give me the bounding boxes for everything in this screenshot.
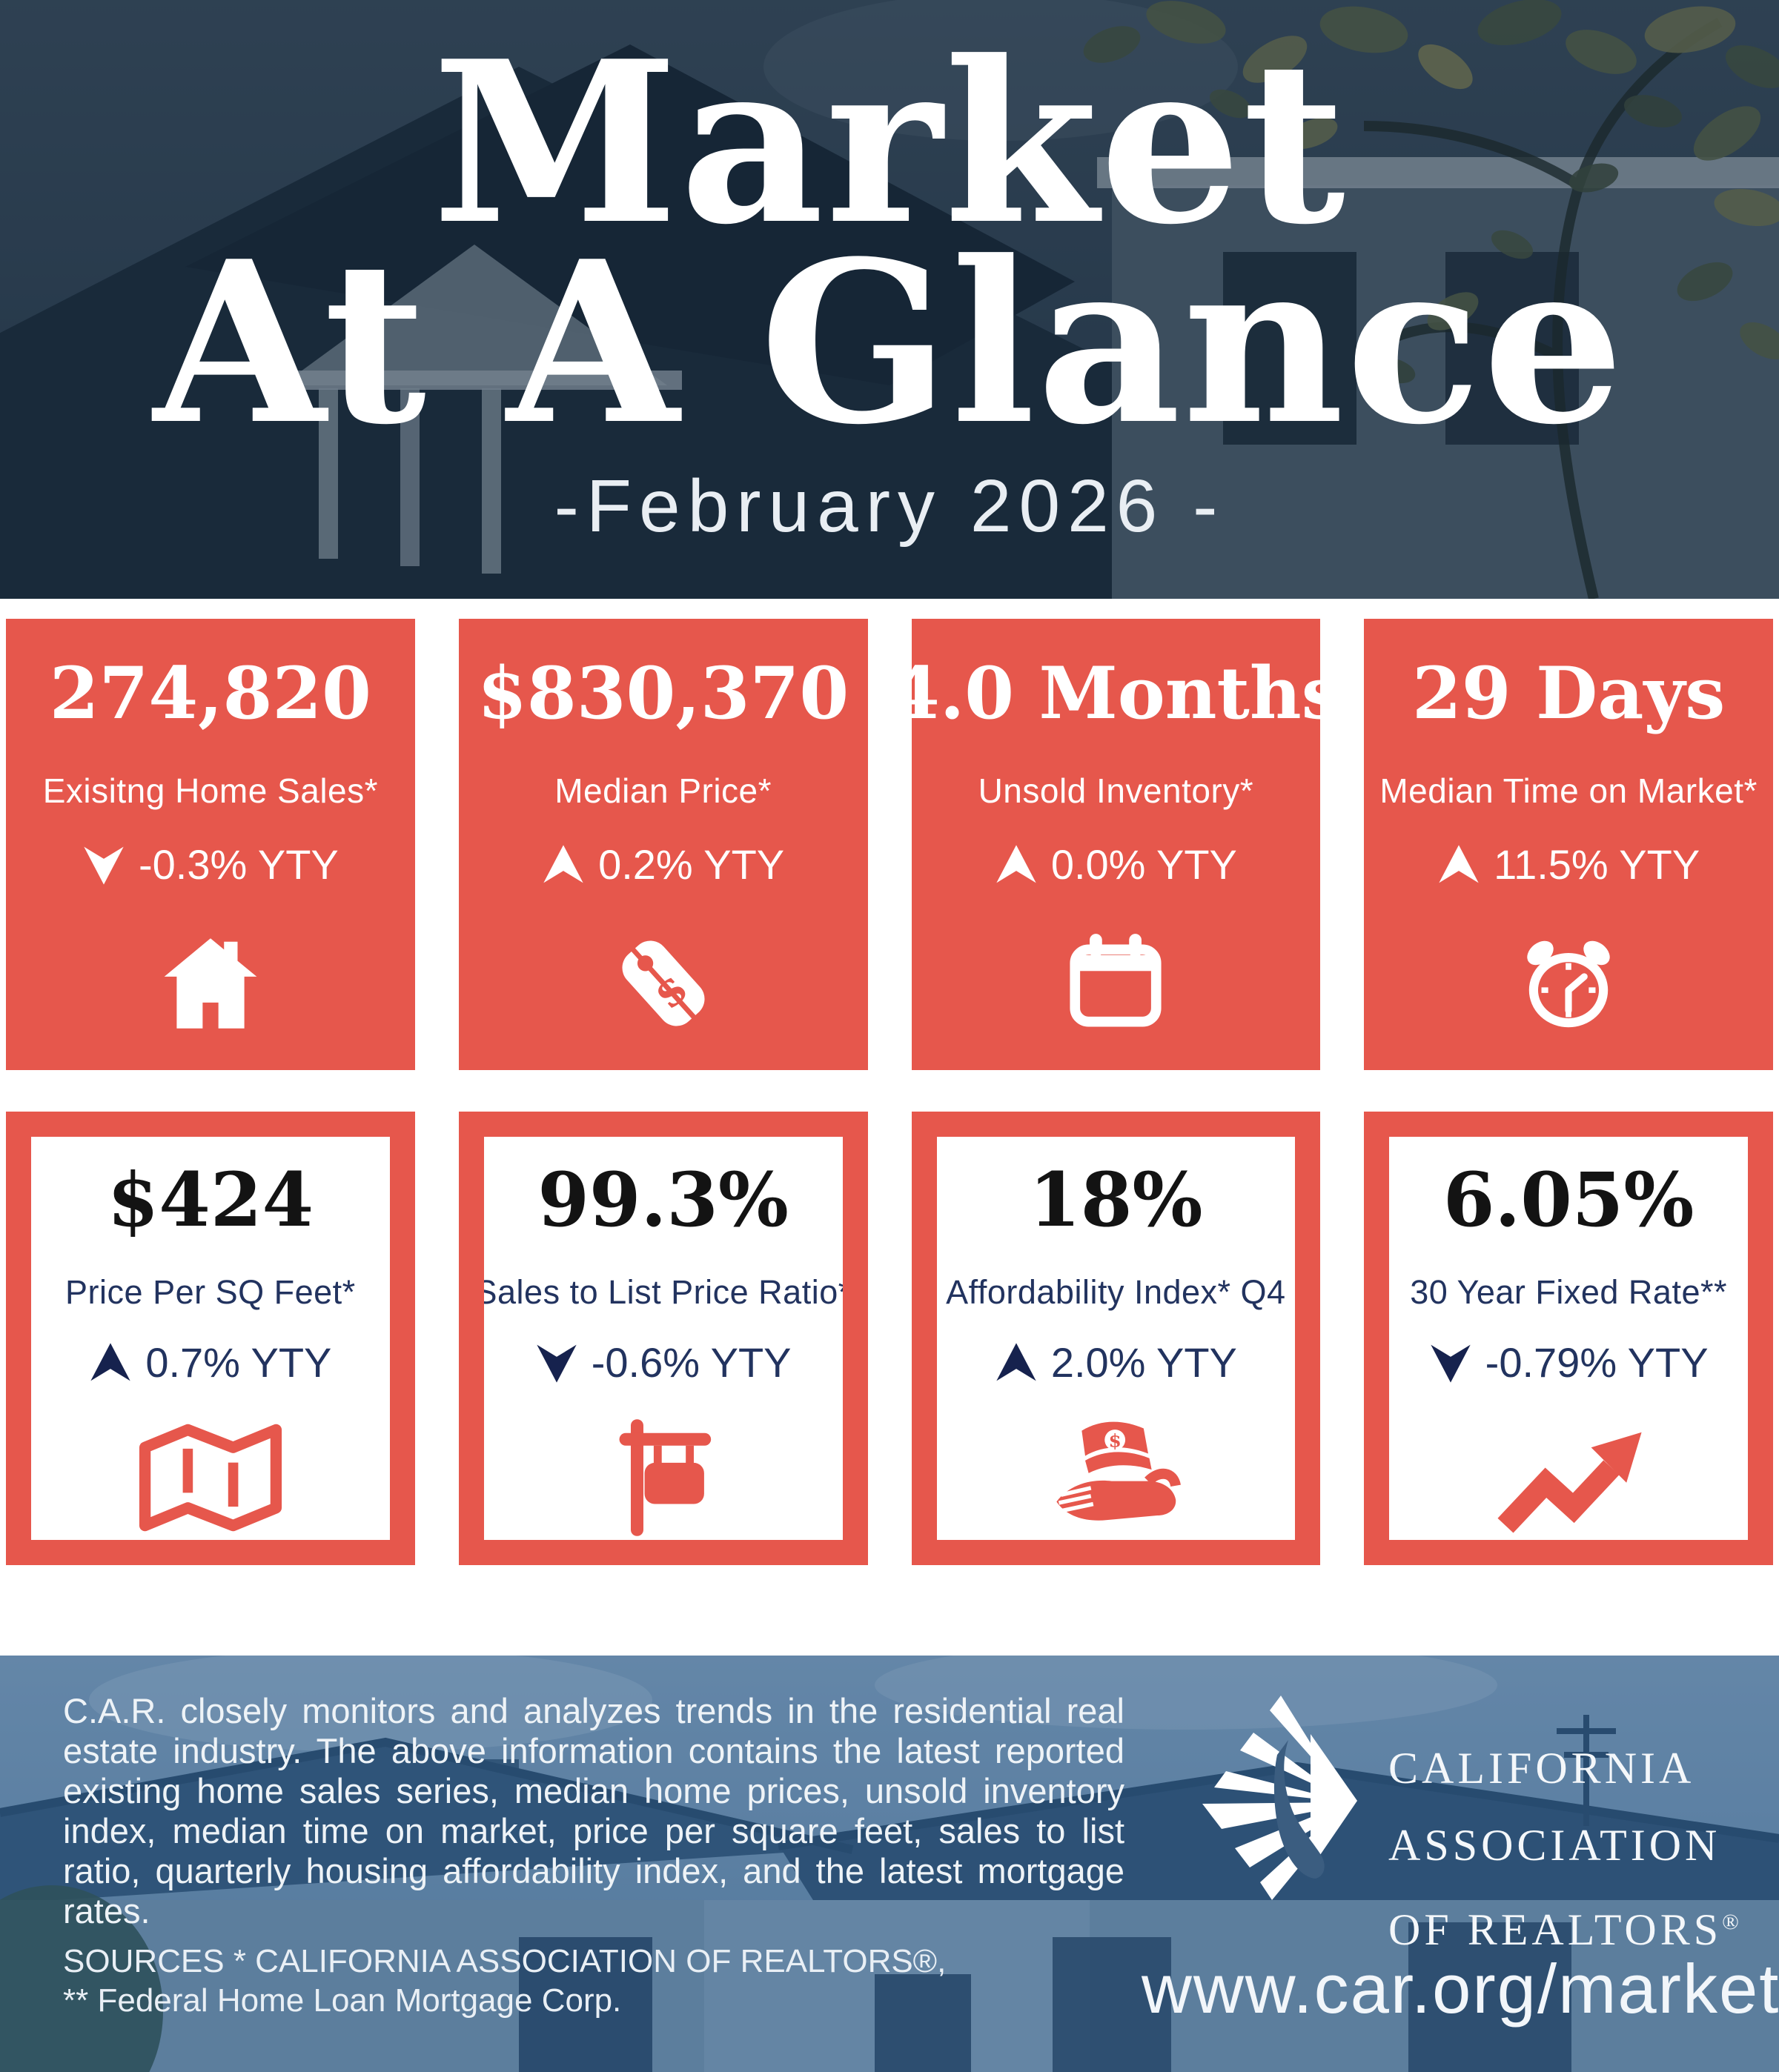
footer-paragraph: C.A.R. closely monitors and analyzes tre… [63,1691,1124,1930]
trend-text: -0.6% YTY [591,1339,792,1386]
stat-value: 4.0 Months [911,651,1321,735]
stat-label: Median Price* [554,771,772,810]
trend-indicator: -0.6% YTY [535,1338,792,1387]
stat-card-sales-to-list: 99.3% Sales to List Price Ratio* -0.6% Y… [458,1112,868,1565]
stat-value: $424 [107,1156,314,1243]
stat-value: 18% [1029,1156,1203,1243]
footer-rooftops-photo [0,1656,1779,2072]
header: Market At A Glance -February 2026 - [0,0,1779,599]
stats-row-top: 274,820 Exisitng Home Sales* -0.3% YTY $… [0,619,1779,1070]
calendar-icon [1059,927,1172,1040]
trend-indicator: 2.0% YTY [995,1338,1237,1387]
trend-up-arrow-icon [90,1342,130,1381]
logo-line-california: CALIFORNIA [1388,1744,1695,1793]
stat-label: Median Time on Market* [1379,771,1758,810]
map-icon [135,1415,286,1540]
trend-indicator: 11.5% YTY [1437,840,1700,889]
trend-up-arrow-icon [996,1342,1036,1381]
page-subtitle: -February 2026 - [554,465,1225,548]
trend-down-arrow-icon [537,1344,577,1383]
stat-card-fixed-rate: 6.05% 30 Year Fixed Rate** -0.79% YTY [1364,1112,1773,1565]
house-icon [154,927,267,1040]
title-block: Market At A Glance -February 2026 - [0,0,1779,549]
stat-card-median-price: $830,370 Median Price* 0.2% YTY $ [458,619,868,1070]
footer-url-link[interactable]: www.car.org/marketdata [1142,1950,1779,2028]
footer-sources: SOURCES * CALIFORNIA ASSOCIATION OF REAL… [63,1942,1124,2020]
trend-down-arrow-icon [1430,1344,1471,1383]
trend-text: 0.7% YTY [145,1339,332,1386]
trend-text: 11.5% YTY [1494,841,1700,888]
trend-up-arrow-icon [996,844,1036,883]
stat-card-unsold-inventory: 4.0 Months Unsold Inventory* 0.0% YTY [911,619,1321,1070]
stat-card-price-per-sqft: $424 Price Per SQ Feet* 0.7% YTY [6,1112,415,1565]
stat-label: Unsold Inventory* [978,771,1254,810]
footer-textblock: C.A.R. closely monitors and analyzes tre… [63,1691,1124,2020]
logo-line-association: ASSOCIATION [1388,1821,1721,1870]
car-logo-diamond-icon [1199,1691,1359,1917]
trend-indicator: 0.2% YTY [542,840,784,889]
alarm-clock-icon [1512,927,1625,1040]
page-title-line1: Market [432,12,1347,273]
stat-value: 99.3% [537,1156,789,1243]
stat-label: Sales to List Price Ratio* [474,1273,852,1311]
trend-indicator: -0.3% YTY [82,840,339,889]
sources-line-1: SOURCES * CALIFORNIA ASSOCIATION OF REAL… [63,1943,947,1979]
stat-card-affordability: 18% Affordability Index* Q4 2.0% YTY $ [911,1112,1321,1565]
trend-text: -0.79% YTY [1485,1339,1709,1386]
trend-arrow-icon [1493,1415,1644,1540]
trend-indicator: -0.79% YTY [1429,1338,1709,1387]
car-logo: CALIFORNIA ASSOCIATION OF REALTORS® [1199,1691,1743,1968]
trend-text: 2.0% YTY [1050,1339,1237,1386]
price-tag-icon: $ [607,927,720,1040]
trend-down-arrow-icon [84,846,124,885]
stat-card-home-sales: 274,820 Exisitng Home Sales* -0.3% YTY [6,619,415,1070]
stat-value: 6.05% [1442,1156,1694,1243]
footer: C.A.R. closely monitors and analyzes tre… [0,1656,1779,2072]
trend-text: -0.3% YTY [139,841,339,888]
trend-up-arrow-icon [1439,844,1479,883]
page-title-line2: At A Glance [153,212,1626,474]
registered-mark: ® [1722,1910,1743,1934]
trend-indicator: 0.7% YTY [89,1338,331,1387]
trend-text: 0.0% YTY [1050,841,1237,888]
sources-line-2: ** Federal Home Loan Mortgage Corp. [63,1982,622,2019]
trend-indicator: 0.0% YTY [995,840,1237,889]
trend-text: 0.2% YTY [598,841,785,888]
footer-content: C.A.R. closely monitors and analyzes tre… [0,1656,1779,2072]
stat-label: Exisitng Home Sales* [42,771,379,810]
stat-label: 30 Year Fixed Rate** [1410,1273,1728,1311]
logo-line-of-realtors: OF REALTORS® [1388,1905,1743,1954]
stat-value: 274,820 [49,651,371,735]
money-hand-icon: $ [1047,1415,1185,1540]
stat-label: Price Per SQ Feet* [65,1273,356,1311]
sign-icon [606,1415,720,1540]
header-house-photo [0,0,1779,599]
stat-label: Affordability Index* Q4 [946,1273,1286,1311]
stat-card-time-on-market: 29 Days Median Time on Market* 11.5% YTY [1364,619,1773,1070]
car-logo-text: CALIFORNIA ASSOCIATION OF REALTORS® [1388,1730,1743,1968]
trend-up-arrow-icon [543,844,583,883]
stat-value: $830,370 [477,651,849,735]
svg-text:$: $ [1108,1430,1121,1451]
stats-row-bottom: $424 Price Per SQ Feet* 0.7% YTY 99.3% S… [0,1112,1779,1565]
stat-value: 29 Days [1411,651,1726,735]
